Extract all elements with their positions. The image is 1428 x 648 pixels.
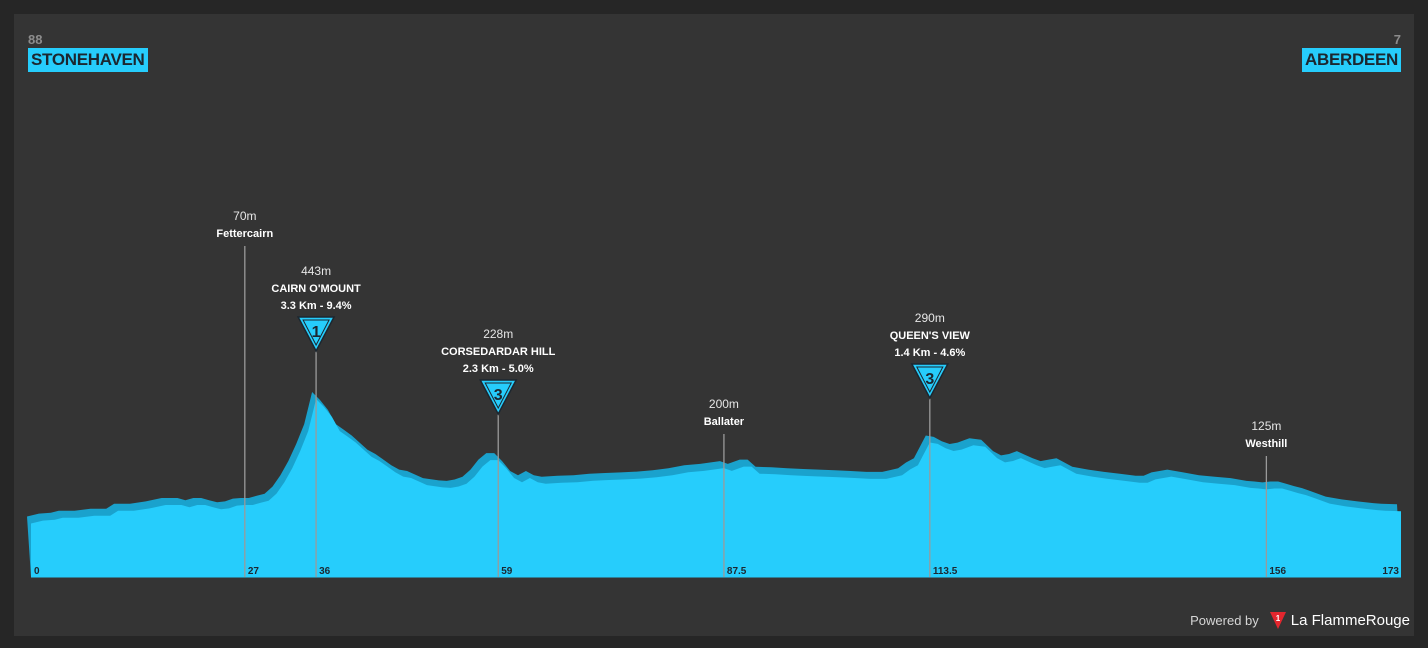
point-name: QUEEN'S VIEW xyxy=(890,330,971,342)
badge-inner xyxy=(915,366,944,394)
km-label: 36 xyxy=(319,566,331,577)
km-label: 0 xyxy=(34,566,40,577)
start-number: 88 xyxy=(28,32,43,47)
profile-area xyxy=(31,399,1401,577)
powered-by-label: Powered by xyxy=(1190,612,1259,628)
brand-name: La FlammeRouge xyxy=(1290,611,1410,629)
climb-category-badge: 3 xyxy=(478,379,518,416)
elevation-label: 228m xyxy=(483,327,513,341)
badge-triangle xyxy=(478,379,518,416)
elevation-label: 443m xyxy=(301,264,331,278)
svg-text:1: 1 xyxy=(1276,614,1281,623)
km-label: 87.5 xyxy=(727,566,747,577)
finish-city: ABERDEEN xyxy=(1301,48,1401,72)
point-name: Ballater xyxy=(704,416,745,428)
point-name: Fettercairn xyxy=(216,228,273,240)
elevation-label: 200m xyxy=(709,397,739,411)
badge-triangle xyxy=(910,363,950,400)
flamme-rouge-logo-icon: 1 xyxy=(1269,612,1286,629)
km-label: 173 xyxy=(1382,566,1399,577)
point-name: CORSEDARDAR HILL xyxy=(441,346,556,358)
km-label: 113.5 xyxy=(933,566,958,577)
elevation-label: 70m xyxy=(233,209,256,223)
badge-triangle xyxy=(296,316,336,353)
km-label: 27 xyxy=(248,566,260,577)
badge-inner xyxy=(484,382,513,410)
point-name: CAIRN O'MOUNT xyxy=(271,283,361,295)
climb-stats: 2.3 Km - 5.0% xyxy=(463,363,534,375)
elevation-label: 290m xyxy=(915,311,945,325)
finish-number: 7 xyxy=(1393,32,1401,47)
start-city: STONEHAVEN xyxy=(28,48,148,72)
finish-block: 7 ABERDEEN xyxy=(1301,32,1401,72)
badge-category: 3 xyxy=(925,371,934,388)
point-name: Westhill xyxy=(1245,438,1287,450)
climb-stats: 1.4 Km - 4.6% xyxy=(894,347,965,359)
km-label: 59 xyxy=(501,566,513,577)
badge-category: 1 xyxy=(312,324,321,341)
badge-inner xyxy=(302,319,330,347)
climb-category-badge: 3 xyxy=(910,363,950,400)
powered-by: Powered by 1 La FlammeRouge xyxy=(1190,610,1410,630)
start-block: 88 STONEHAVEN xyxy=(28,32,148,72)
km-label: 156 xyxy=(1269,566,1286,577)
elevation-label: 125m xyxy=(1251,419,1281,433)
climb-category-badge: 1 xyxy=(296,316,336,353)
badge-category: 3 xyxy=(494,387,503,404)
climb-stats: 3.3 Km - 9.4% xyxy=(281,300,352,312)
